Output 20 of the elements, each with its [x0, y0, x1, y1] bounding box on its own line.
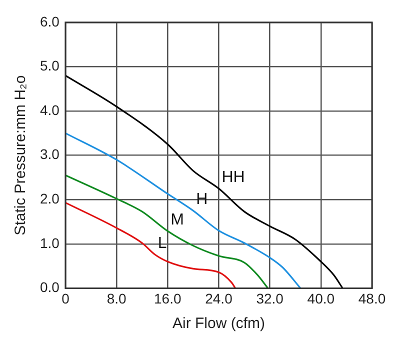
x-tick-label: 48.0 [358, 290, 386, 306]
line-series [65, 132, 302, 288]
y-tick-label: 3.0 [40, 146, 60, 162]
x-tick-label: 16.0 [154, 290, 182, 306]
y-tick-label: 4.0 [40, 102, 60, 118]
x-tick-label: 24.0 [205, 290, 233, 306]
x-axis-title: Air Flow (cfm) [172, 315, 265, 332]
y-tick-label: 5.0 [40, 58, 60, 74]
x-tick-label: 40.0 [307, 290, 335, 306]
series-label: M [170, 211, 184, 228]
y-tick-label: 1.0 [40, 234, 60, 251]
x-tick-label: 32.0 [256, 290, 284, 306]
y-tick-label: 6.0 [40, 13, 60, 30]
x-tick-label: 0 [62, 290, 70, 306]
y-axis-title: Static Pressure:mm H₂o [12, 75, 30, 236]
line-series [65, 74, 344, 288]
y-tick-label: 2.0 [40, 190, 60, 206]
x-tick-label: 8.0 [106, 290, 126, 306]
series-label: HH [222, 168, 245, 186]
y-tick-label: 0.0 [40, 279, 60, 296]
